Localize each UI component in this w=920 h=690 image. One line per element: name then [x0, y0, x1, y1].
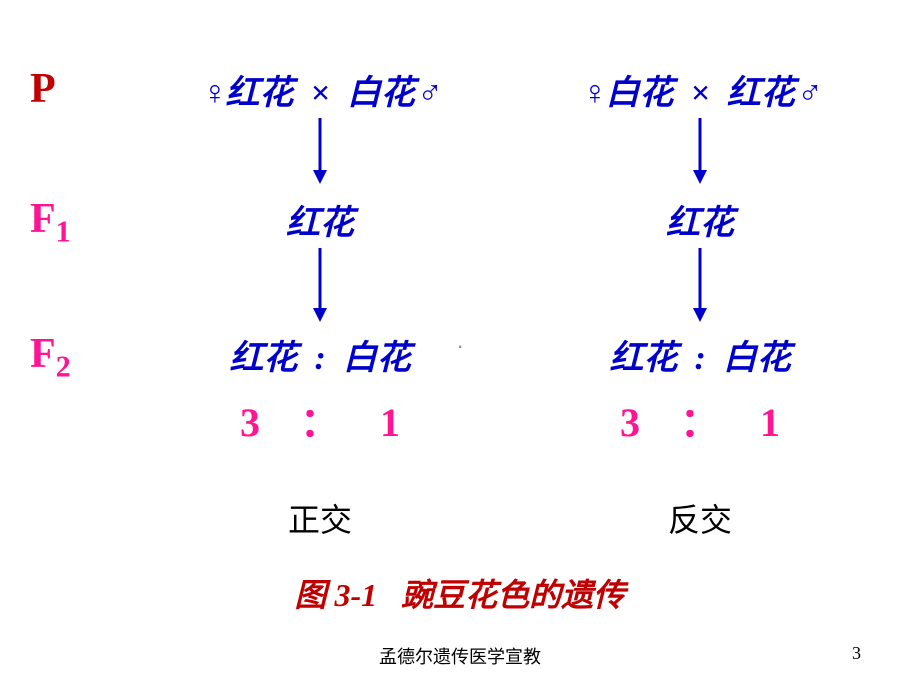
footer-text: 孟德尔遗传医学宣教 [379, 643, 541, 669]
f1-forward: 红花 [286, 195, 354, 244]
label-reverse-cross: 反交 [668, 495, 732, 541]
p-cross-reverse: ♀白花 × 红花♂ [580, 65, 820, 114]
f2-pheno-forward: 红花 : 白花 [230, 330, 411, 379]
page-number: 3 [852, 643, 861, 664]
center-dot: · [457, 333, 464, 359]
f2-pheno-reverse: 红花 : 白花 [610, 330, 791, 379]
label-f2: F2 [30, 330, 71, 384]
label-p: P [30, 65, 56, 113]
figure-caption: 图 3-1 豌豆花色的遗传 [295, 570, 626, 616]
label-f1: F1 [30, 195, 71, 249]
p-cross-forward: ♀红花 × 白花♂ [200, 65, 440, 114]
label-forward-cross: 正交 [288, 495, 352, 541]
f1-reverse: 红花 [666, 195, 734, 244]
ratio-forward: 3 ： 1 [240, 390, 400, 448]
ratio-reverse: 3 ： 1 [620, 390, 780, 448]
